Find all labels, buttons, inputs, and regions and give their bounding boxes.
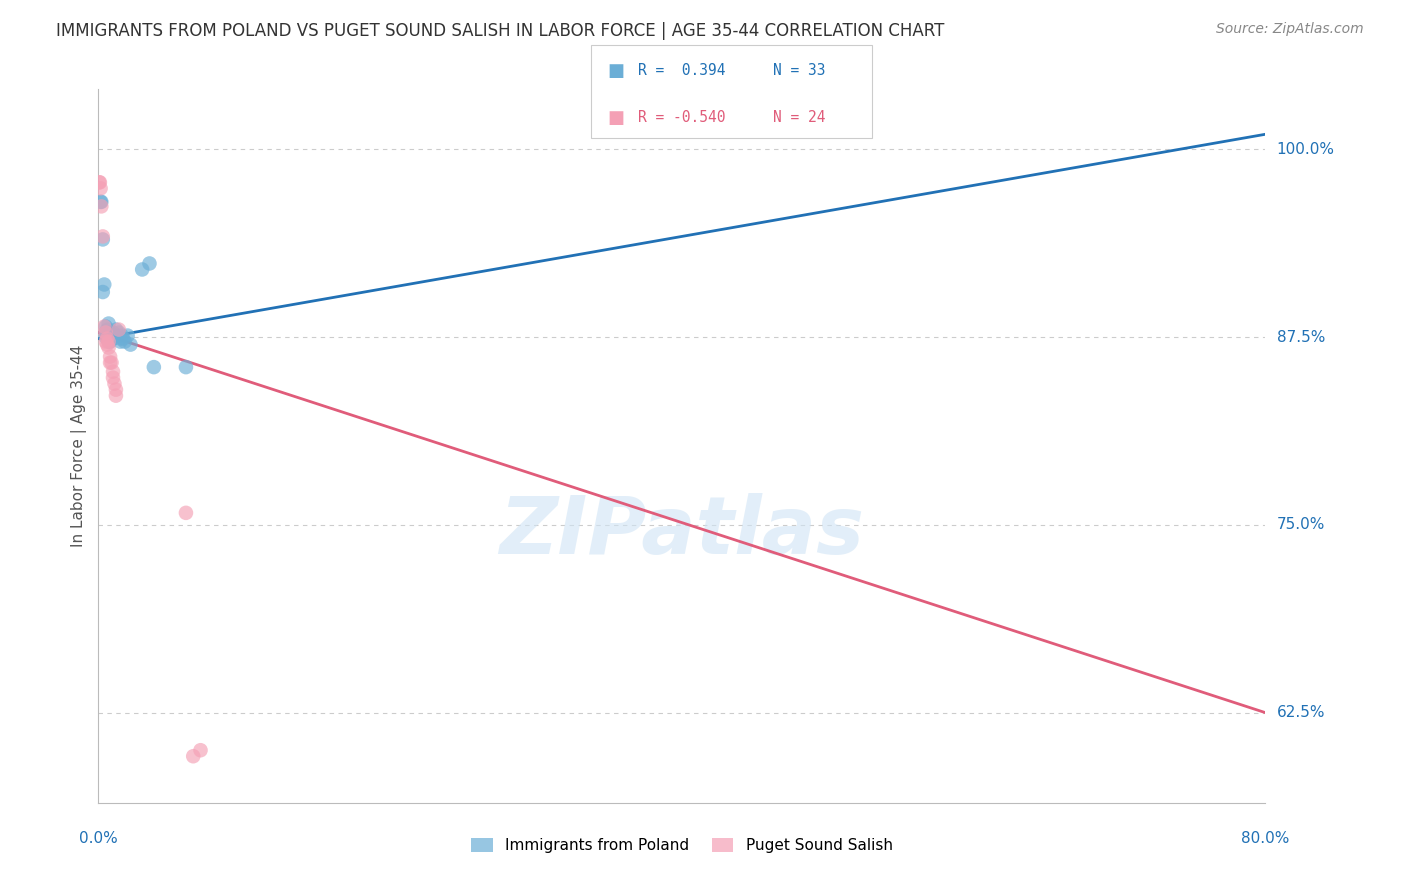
Point [94, 319, 117, 334]
Point [110, 332, 132, 346]
Point [90, 199, 112, 213]
Point [90, 194, 112, 209]
Point [131, 262, 153, 277]
Point [94, 326, 117, 340]
Point [100, 328, 122, 343]
Point [91, 229, 114, 244]
Point [94, 326, 117, 340]
Point [97, 341, 120, 355]
Point [97, 334, 120, 349]
Point [108, 322, 131, 336]
Point [101, 365, 124, 379]
Point [104, 322, 127, 336]
Point [89, 175, 111, 189]
Text: 87.5%: 87.5% [1277, 329, 1324, 344]
Point [91, 285, 114, 299]
Point [110, 334, 132, 349]
Point [94, 334, 117, 349]
Y-axis label: In Labor Force | Age 35-44: In Labor Force | Age 35-44 [72, 345, 87, 547]
Point [101, 326, 124, 340]
Point [96, 337, 118, 351]
Text: 75.0%: 75.0% [1277, 517, 1324, 533]
Point [89, 175, 111, 189]
Point [96, 332, 118, 346]
Point [98, 350, 121, 364]
Point [94, 330, 117, 344]
Point [174, 360, 197, 375]
Text: 0.0%: 0.0% [79, 830, 118, 846]
Point [120, 337, 142, 351]
Point [103, 376, 125, 391]
Point [100, 356, 122, 370]
Text: Source: ZipAtlas.com: Source: ZipAtlas.com [1216, 22, 1364, 37]
Point [114, 334, 136, 349]
Point [142, 360, 165, 375]
Text: 62.5%: 62.5% [1277, 706, 1324, 720]
Text: R =  0.394: R = 0.394 [638, 63, 725, 78]
Point [108, 326, 131, 340]
Point [91, 232, 114, 246]
Text: 80.0%: 80.0% [1241, 830, 1289, 846]
Text: 100.0%: 100.0% [1277, 142, 1334, 157]
Point [93, 319, 115, 334]
Point [112, 332, 135, 346]
Point [97, 334, 120, 349]
Point [103, 328, 125, 343]
Point [138, 256, 160, 270]
Point [98, 326, 121, 340]
Point [96, 322, 118, 336]
Point [97, 317, 120, 331]
Point [105, 328, 128, 343]
Point [174, 506, 197, 520]
Point [98, 356, 121, 370]
Point [101, 332, 124, 346]
Text: ■: ■ [607, 62, 624, 79]
Point [93, 277, 115, 292]
Text: N = 24: N = 24 [773, 110, 825, 125]
Point [104, 389, 127, 403]
Point [104, 383, 127, 397]
Point [101, 370, 124, 384]
Text: IMMIGRANTS FROM POLAND VS PUGET SOUND SALISH IN LABOR FORCE | AGE 35-44 CORRELAT: IMMIGRANTS FROM POLAND VS PUGET SOUND SA… [56, 22, 945, 40]
Point [181, 749, 204, 764]
Point [96, 328, 118, 343]
Point [117, 328, 139, 343]
Point [111, 328, 134, 343]
Text: N = 33: N = 33 [773, 63, 825, 78]
Text: ZIPatlas: ZIPatlas [499, 492, 865, 571]
Point [98, 334, 121, 349]
Point [97, 330, 120, 344]
Text: ■: ■ [607, 109, 624, 127]
Text: R = -0.540: R = -0.540 [638, 110, 725, 125]
Point [90, 181, 112, 195]
Legend: Immigrants from Poland, Puget Sound Salish: Immigrants from Poland, Puget Sound Sali… [465, 831, 898, 859]
Point [90, 194, 112, 209]
Point [190, 743, 212, 757]
